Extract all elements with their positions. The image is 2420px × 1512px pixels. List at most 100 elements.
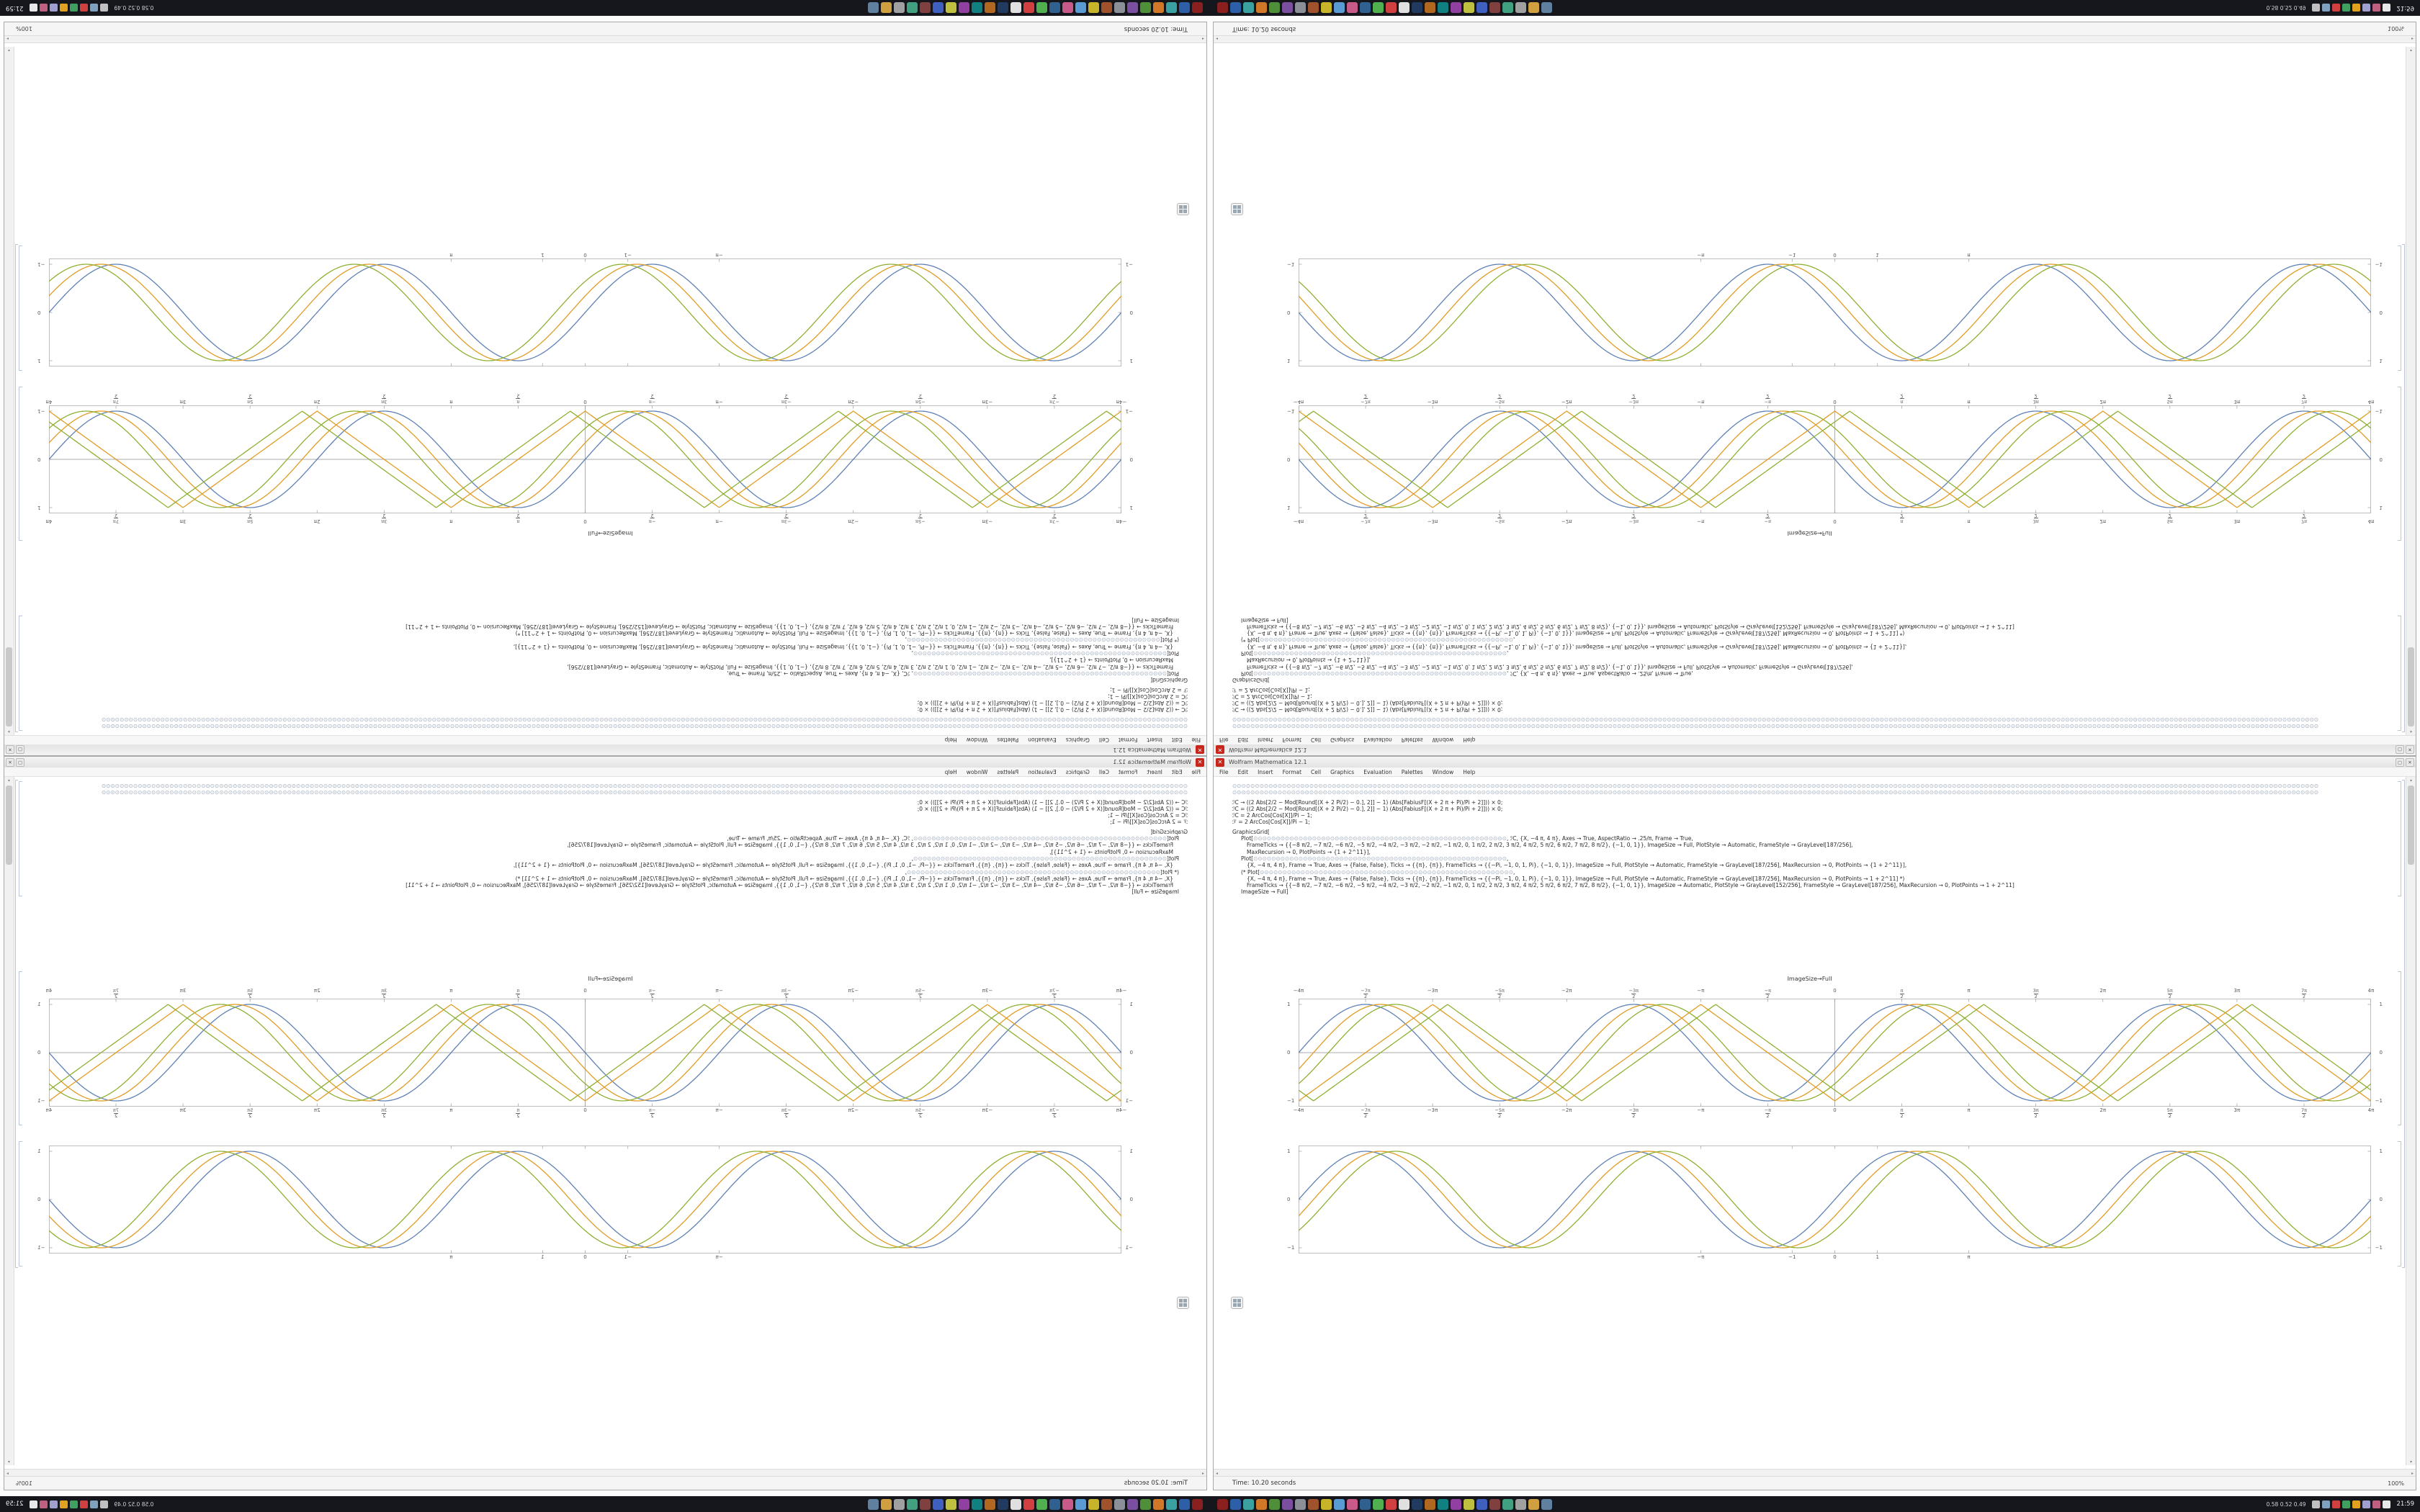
scroll-left-icon[interactable]: ◂ xyxy=(1201,36,1204,42)
vertical-scrollbar[interactable]: ▴ ▾ xyxy=(4,47,14,735)
taskbar-app-icon[interactable] xyxy=(1412,1498,1422,1510)
menu-graphics[interactable]: Graphics xyxy=(1065,768,1090,775)
cell-bracket-output-1[interactable] xyxy=(19,971,22,1125)
menu-edit[interactable]: Edit xyxy=(1171,737,1183,744)
taskbar-app-icon[interactable] xyxy=(1075,2,1086,14)
snap-grid-button[interactable] xyxy=(1177,203,1189,215)
tray-app-icon[interactable] xyxy=(90,4,99,12)
tray-app-icon[interactable] xyxy=(70,1500,79,1508)
scroll-down-icon[interactable]: ▾ xyxy=(2409,48,2412,53)
taskbar-app-icon[interactable] xyxy=(1010,1498,1021,1510)
taskbar-app-icon[interactable] xyxy=(1373,2,1384,14)
tray-app-icon[interactable] xyxy=(40,1500,48,1508)
menu-cell[interactable]: Cell xyxy=(1311,737,1322,744)
taskbar-app-icon[interactable] xyxy=(1101,1498,1112,1510)
tray-app-icon[interactable] xyxy=(2321,4,2330,12)
code-line[interactable]: FrameTicks → {{−8 π/2, −7 π/2, −6 π/2, −… xyxy=(1247,882,2015,889)
cell-bracket-code[interactable] xyxy=(2398,781,2401,896)
scroll-right-icon[interactable]: ▸ xyxy=(2411,36,2414,42)
scrollbar-thumb[interactable] xyxy=(6,647,12,726)
code-line[interactable]: (* Plot[⊙⊙⊙⊙⊙⊙⊙⊙⊙⊙⊙⊙⊙⊙⊙⊙⊙⊙⊙⊙⊙⊙⊙⊙⊙⊙⊙⊙⊙⊙⊙⊙… xyxy=(1241,636,1515,644)
tray-app-icon[interactable] xyxy=(2372,1500,2380,1508)
cell-bracket-code[interactable] xyxy=(19,781,22,896)
taskbar-app-icon[interactable] xyxy=(985,1498,995,1510)
code-line[interactable]: FrameTicks → {{−8 π/2, −7 π/2, −6 π/2, −… xyxy=(405,882,1173,889)
code-line[interactable]: {X, −4 π, 4 π}, Frame → True, Axes → {Fa… xyxy=(515,875,1173,882)
taskbar-app-icon[interactable] xyxy=(894,1498,905,1510)
code-line[interactable]: ⊙⊙⊙⊙⊙⊙⊙⊙⊙⊙⊙⊙⊙⊙⊙⊙⊙⊙⊙⊙⊙⊙⊙⊙⊙⊙⊙⊙⊙⊙⊙⊙⊙⊙⊙⊙⊙⊙⊙⊙… xyxy=(39,789,1188,796)
code-line[interactable]: ℐC → ((2 Abs[2/2 − Mod[Round[(X + 2 Pi/2… xyxy=(917,706,1188,714)
taskbar-app-icon[interactable] xyxy=(1282,1498,1293,1510)
code-line[interactable]: FrameTicks → {{−8 π/2, −7 π/2, −6 π/2, −… xyxy=(1247,842,1853,849)
code-line[interactable]: ℱ = 2 ArcCos[Cos[X]]/Pi − 1; xyxy=(1232,819,1310,826)
tray-app-icon[interactable] xyxy=(40,4,48,12)
code-line[interactable]: ℐC → ((2 Abs[2/2 − Mod[Round[(X + 2 Pi/2… xyxy=(1232,798,1503,806)
window-maximize-icon[interactable]: ▢ xyxy=(16,757,24,767)
menu-help[interactable]: Help xyxy=(1463,768,1476,775)
cell-bracket-output-1[interactable] xyxy=(2398,387,2401,541)
menu-edit[interactable]: Edit xyxy=(1237,737,1249,744)
taskbar-app-icon[interactable] xyxy=(1217,2,1228,14)
taskbar-app-icon[interactable] xyxy=(1438,2,1448,14)
code-line[interactable]: Plot[⊙⊙⊙⊙⊙⊙⊙⊙⊙⊙⊙⊙⊙⊙⊙⊙⊙⊙⊙⊙⊙⊙⊙⊙⊙⊙⊙⊙⊙⊙⊙⊙⊙⊙⊙… xyxy=(1241,650,1509,657)
tray-app-icon[interactable] xyxy=(2321,1500,2330,1508)
taskbar-app-icon[interactable] xyxy=(1192,2,1203,14)
taskbar-app-icon[interactable] xyxy=(1360,2,1371,14)
code-line[interactable]: ImageSize → Full] xyxy=(1241,888,1289,896)
taskbar-app-icon[interactable] xyxy=(1347,2,1358,14)
taskbar-app-icon[interactable] xyxy=(881,1498,892,1510)
scroll-right-icon[interactable]: ▸ xyxy=(2411,1470,2414,1476)
tray-app-icon[interactable] xyxy=(100,1500,109,1508)
menu-graphics[interactable]: Graphics xyxy=(1330,737,1355,744)
menu-palettes[interactable]: Palettes xyxy=(997,768,1019,775)
code-line[interactable]: Plot[⊙⊙⊙⊙⊙⊙⊙⊙⊙⊙⊙⊙⊙⊙⊙⊙⊙⊙⊙⊙⊙⊙⊙⊙⊙⊙⊙⊙⊙⊙⊙⊙⊙⊙⊙… xyxy=(911,855,1179,862)
scroll-up-icon[interactable]: ▴ xyxy=(2409,729,2412,734)
taskbar-app-icon[interactable] xyxy=(907,2,918,14)
taskbar-app-icon[interactable] xyxy=(920,1498,931,1510)
taskbar-app-icon[interactable] xyxy=(1114,2,1125,14)
taskbar-app-icon[interactable] xyxy=(907,1498,918,1510)
code-line[interactable]: FrameTicks → {{−8 π/2, −7 π/2, −6 π/2, −… xyxy=(405,623,1173,630)
code-line[interactable]: ⊙⊙⊙⊙⊙⊙⊙⊙⊙⊙⊙⊙⊙⊙⊙⊙⊙⊙⊙⊙⊙⊙⊙⊙⊙⊙⊙⊙⊙⊙⊙⊙⊙⊙⊙⊙⊙⊙⊙⊙… xyxy=(1232,789,2381,796)
menu-evaluation[interactable]: Evaluation xyxy=(1363,768,1392,775)
code-line[interactable]: ℱ = 2 ArcCos[Cos[X]]/Pi − 1; xyxy=(1110,686,1188,693)
taskbar-app-icon[interactable] xyxy=(959,2,969,14)
code-line[interactable]: ℐC = ((2 Abs[2/2 − Mod[Round[(X + 2 Pi/2… xyxy=(917,805,1188,812)
scroll-left-icon[interactable]: ◂ xyxy=(1216,36,1219,42)
taskbar-app-icon[interactable] xyxy=(1114,1498,1125,1510)
taskbar-app-icon[interactable] xyxy=(1243,2,1254,14)
menu-cell[interactable]: Cell xyxy=(1098,737,1109,744)
cell-bracket-output-2[interactable] xyxy=(2398,1141,2401,1266)
taskbar-app-icon[interactable] xyxy=(1502,2,1513,14)
code-line[interactable]: GraphicsGrid[ xyxy=(1150,828,1188,835)
menu-graphics[interactable]: Graphics xyxy=(1330,768,1355,775)
input-code-cells[interactable]: ⊙⊙⊙⊙⊙⊙⊙⊙⊙⊙⊙⊙⊙⊙⊙⊙⊙⊙⊙⊙⊙⊙⊙⊙⊙⊙⊙⊙⊙⊙⊙⊙⊙⊙⊙⊙⊙⊙⊙⊙… xyxy=(39,783,1188,896)
menu-evaluation[interactable]: Evaluation xyxy=(1363,737,1392,744)
taskbar-app-icon[interactable] xyxy=(1360,1498,1371,1510)
taskbar-app-icon[interactable] xyxy=(868,1498,879,1510)
code-line[interactable]: {X, −4 π, 4 π}, Frame → True, Axes → {Fa… xyxy=(515,630,1173,637)
window-titlebar[interactable]: ✕ Wolfram Mathematica 12.1 ▢ ✕ xyxy=(4,757,1206,768)
taskbar-app-icon[interactable] xyxy=(1010,2,1021,14)
code-line[interactable]: Plot[⊙⊙⊙⊙⊙⊙⊙⊙⊙⊙⊙⊙⊙⊙⊙⊙⊙⊙⊙⊙⊙⊙⊙⊙⊙⊙⊙⊙⊙⊙⊙⊙⊙⊙⊙… xyxy=(1241,835,1693,842)
menu-palettes[interactable]: Palettes xyxy=(1401,768,1423,775)
taskbar-app-icon[interactable] xyxy=(1153,1498,1164,1510)
tray-app-icon[interactable] xyxy=(70,4,79,12)
scroll-down-icon[interactable]: ▾ xyxy=(2409,1459,2412,1464)
code-line[interactable]: ℱ = 2 ArcCos[Cos[X]]/Pi − 1; xyxy=(1110,819,1188,826)
code-line[interactable]: FrameTicks → {{−8 π/2, −7 π/2, −6 π/2, −… xyxy=(567,663,1173,670)
cell-bracket-code[interactable] xyxy=(19,616,22,731)
taskbar-app-icon[interactable] xyxy=(894,2,905,14)
code-line[interactable]: ℐC = 2 ArcCos[Cos[X]]/Pi − 1; xyxy=(1232,693,1312,700)
code-line[interactable]: ⊙⊙⊙⊙⊙⊙⊙⊙⊙⊙⊙⊙⊙⊙⊙⊙⊙⊙⊙⊙⊙⊙⊙⊙⊙⊙⊙⊙⊙⊙⊙⊙⊙⊙⊙⊙⊙⊙⊙⊙… xyxy=(1232,723,2381,729)
taskbar-app-icon[interactable] xyxy=(1425,1498,1435,1510)
taskbar-app-icon[interactable] xyxy=(959,1498,969,1510)
menu-cell[interactable]: Cell xyxy=(1098,768,1109,775)
taskbar-app-icon[interactable] xyxy=(1528,2,1539,14)
code-line[interactable]: MaxRecursion → 0, PlotPoints → {1 + 2^11… xyxy=(1049,657,1173,664)
taskbar-app-icon[interactable] xyxy=(1321,2,1332,14)
tray-clock[interactable]: 21:59 xyxy=(6,1500,24,1508)
zoom-level[interactable]: 100% xyxy=(16,25,32,32)
taskbar-app-icon[interactable] xyxy=(1101,2,1112,14)
menu-format[interactable]: Format xyxy=(1118,737,1138,744)
